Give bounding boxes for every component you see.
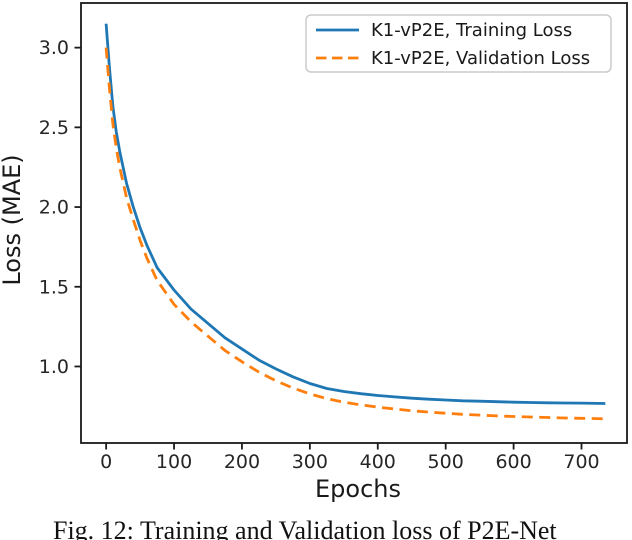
legend-label-validation: K1-vP2E, Validation Loss <box>371 48 590 69</box>
x-tick-label: 700 <box>563 451 599 473</box>
y-tick-label: 1.5 <box>39 276 69 298</box>
x-tick-label: 100 <box>156 451 192 473</box>
x-tick-label: 0 <box>100 451 112 473</box>
x-tick-label: 300 <box>292 451 328 473</box>
plot-border <box>80 2 628 444</box>
y-tick-label: 2.0 <box>39 197 69 219</box>
x-tick-label: 200 <box>224 451 260 473</box>
figure-caption: Fig. 12: Training and Validation loss of… <box>53 516 557 540</box>
validation-loss-line <box>104 47 606 421</box>
legend-box <box>305 14 612 73</box>
y-tick-label: 1.0 <box>39 356 69 378</box>
x-tick-label: 600 <box>495 451 531 473</box>
axes: 0 100 200 300 400 500 600 700 3.0 2.5 2.0 1.5 1.0 <box>39 2 628 473</box>
x-tick-label: 500 <box>428 451 464 473</box>
x-tick-label: 400 <box>360 451 396 473</box>
y-tick-label: 3.0 <box>39 37 69 59</box>
series-lines <box>104 23 606 421</box>
legend-label-training: K1-vP2E, Training Loss <box>371 20 572 41</box>
loss-chart: 0 100 200 300 400 500 600 700 3.0 2.5 2.0 1.5 1.0 Ep… <box>0 2 628 503</box>
training-loss-line <box>104 23 606 405</box>
x-axis-label: Epochs <box>315 475 401 503</box>
legend <box>305 14 612 73</box>
y-tick-label: 2.5 <box>39 117 69 139</box>
y-axis-label: Loss (MAE) <box>0 154 26 285</box>
